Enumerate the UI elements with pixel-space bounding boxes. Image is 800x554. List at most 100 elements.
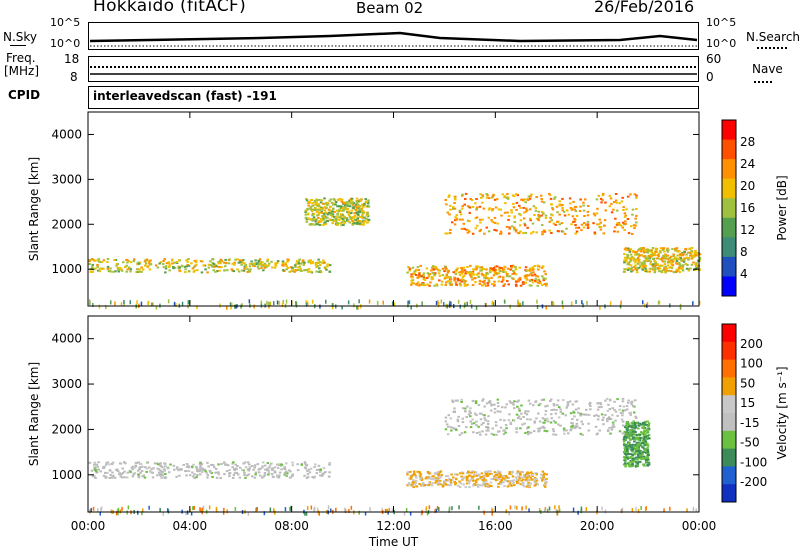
data-cell: [466, 283, 469, 286]
data-cell: [651, 257, 655, 260]
data-cell: [486, 277, 490, 279]
data-cell: [575, 299, 577, 304]
data-cell: [687, 269, 691, 272]
data-cell: [566, 403, 570, 406]
data-cell: [466, 205, 470, 208]
data-cell: [436, 506, 439, 510]
data-cell: [621, 397, 625, 400]
data-cell: [437, 269, 440, 272]
data-cell: [480, 266, 484, 269]
data-cell: [421, 484, 425, 486]
nsky-tick-bottom: 10^0: [50, 37, 81, 50]
data-cell: [300, 463, 303, 466]
data-cell: [630, 446, 633, 449]
data-cell: [117, 511, 119, 516]
data-cell: [335, 507, 337, 512]
data-cell: [305, 199, 309, 202]
data-cell: [192, 506, 194, 511]
data-cell: [642, 426, 645, 428]
data-cell: [307, 468, 311, 471]
data-cell: [525, 505, 527, 510]
data-cell: [206, 474, 210, 476]
data-cell: [644, 507, 647, 512]
data-cell: [410, 283, 413, 286]
data-cell: [463, 227, 466, 230]
data-cell: [566, 404, 569, 407]
data-cell: [509, 421, 512, 424]
data-cell: [359, 220, 362, 223]
data-cell: [324, 223, 328, 225]
data-cell: [631, 213, 634, 216]
data-cell: [507, 419, 511, 422]
data-cell: [558, 204, 561, 207]
data-cell: [236, 268, 239, 271]
data-cell: [285, 474, 288, 476]
data-cell: [158, 262, 161, 265]
data-cell: [646, 446, 649, 449]
data-cell: [196, 474, 199, 476]
data-cell: [545, 305, 547, 310]
data-cell: [479, 418, 483, 421]
data-cell: [284, 262, 287, 265]
data-cell: [520, 470, 523, 473]
data-cell: [452, 207, 455, 210]
data-cell: [283, 471, 287, 474]
data-cell: [468, 211, 471, 214]
data-cell: [598, 218, 601, 221]
data-cell: [329, 198, 333, 201]
data-cell: [190, 511, 193, 516]
data-cell: [319, 270, 322, 273]
data-cell: [518, 204, 521, 207]
data-cell: [533, 214, 536, 216]
data-cell: [361, 216, 364, 219]
data-cell: [497, 276, 500, 279]
data-cell: [203, 468, 206, 471]
data-cell: [545, 282, 548, 285]
data-cell: [544, 273, 547, 276]
data-cell: [299, 267, 302, 270]
data-cell: [641, 427, 645, 430]
data-cell: [500, 267, 503, 270]
velocity-colorbar-segment: [722, 395, 736, 414]
data-cell: [515, 201, 519, 204]
data-cell: [121, 467, 124, 470]
data-cell: [343, 202, 346, 205]
data-cell: [184, 271, 187, 274]
data-cell: [346, 201, 349, 204]
data-cell: [562, 210, 566, 213]
data-cell: [253, 262, 256, 265]
data-cell: [644, 423, 647, 426]
data-cell: [653, 260, 656, 262]
data-cell: [625, 436, 629, 439]
data-cell: [490, 485, 493, 488]
data-cell: [438, 507, 440, 511]
data-cell: [542, 279, 546, 282]
data-cell: [570, 425, 573, 428]
nsky-label: N.Sky: [3, 30, 38, 44]
data-cell: [536, 305, 539, 309]
data-cell: [632, 437, 635, 440]
data-cell: [412, 272, 415, 275]
data-cell: [441, 280, 444, 283]
data-cell: [96, 259, 99, 262]
data-cell: [363, 216, 366, 219]
data-cell: [534, 209, 538, 212]
data-cell: [95, 471, 99, 474]
data-cell: [120, 473, 123, 476]
data-cell: [528, 508, 530, 513]
data-cell: [243, 267, 246, 270]
data-cell: [445, 273, 448, 276]
data-cell: [665, 267, 669, 270]
data-cell: [163, 477, 167, 479]
data-cell: [419, 473, 423, 476]
data-cell: [500, 280, 504, 283]
data-cell: [223, 269, 226, 272]
data-cell: [426, 277, 429, 279]
data-cell: [527, 274, 531, 277]
data-cell: [602, 416, 605, 419]
data-cell: [631, 426, 634, 429]
data-cell: [531, 268, 535, 271]
data-cell: [490, 473, 493, 475]
data-cell: [506, 476, 509, 479]
